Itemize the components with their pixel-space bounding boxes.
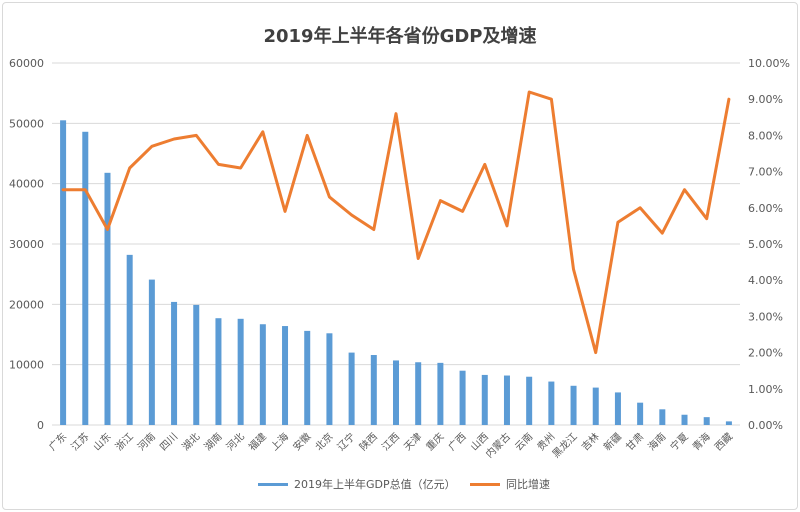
bar [326, 333, 333, 425]
x-category-label: 甘肃 [623, 430, 646, 453]
bar [637, 402, 644, 425]
legend-label-gdp: 2019年上半年GDP总值（亿元） [294, 478, 456, 491]
bar [526, 376, 533, 425]
bar [148, 279, 155, 425]
y-left-tick-label: 40000 [9, 178, 44, 191]
x-category-label: 河南 [135, 430, 158, 453]
bar [548, 381, 555, 425]
x-category-label: 青海 [689, 430, 712, 453]
bar [437, 362, 444, 425]
x-category-label: 西藏 [712, 431, 735, 454]
bar [126, 254, 133, 425]
y-right-tick-label: 8.00% [748, 129, 783, 142]
x-category-label: 广西 [446, 431, 469, 454]
x-category-label: 宁夏 [667, 430, 690, 453]
bar [215, 318, 222, 425]
bar [171, 301, 178, 425]
bar [614, 392, 621, 425]
x-category-label: 北京 [312, 430, 335, 453]
bar [459, 370, 466, 425]
y-right-tick-label: 0.00% [748, 419, 783, 432]
bar [393, 360, 399, 425]
x-category-label: 海南 [645, 430, 668, 453]
x-category-label: 辽宁 [334, 430, 357, 453]
y-right-tick-label: 3.00% [748, 310, 783, 323]
y-right-tick-label: 9.00% [748, 93, 783, 106]
bar [681, 414, 688, 425]
bar [237, 318, 244, 425]
bar [60, 120, 67, 426]
bar [503, 375, 510, 425]
x-category-label: 重庆 [423, 430, 446, 453]
y-right-tick-label: 2.00% [748, 347, 783, 360]
x-category-label: 内蒙古 [483, 430, 513, 460]
y-right-tick-label: 6.00% [748, 202, 783, 215]
legend-swatch-growth [470, 482, 500, 486]
x-category-label: 江苏 [68, 430, 91, 453]
legend-label-growth: 同比增速 [506, 478, 550, 491]
y-left-tick-label: 30000 [9, 238, 44, 251]
x-category-label: 黑龙江 [549, 430, 579, 460]
bar [282, 326, 289, 425]
x-category-label: 四川 [158, 431, 180, 453]
x-category-label: 天津 [402, 431, 425, 454]
bar [725, 421, 732, 425]
bar [481, 374, 488, 425]
x-category-label: 吉林 [579, 430, 602, 453]
y-right-tick-label: 10.00% [748, 57, 790, 70]
growth-line [61, 90, 731, 355]
bar [415, 362, 422, 425]
x-category-label: 福建 [246, 430, 269, 453]
x-category-label: 陕西 [357, 430, 380, 453]
y-right-tick-label: 7.00% [748, 166, 783, 179]
y-left-tick-label: 50000 [9, 117, 44, 130]
y-left-tick-label: 10000 [9, 359, 44, 372]
bar [592, 387, 599, 425]
x-category-label: 安徽 [290, 430, 313, 453]
bar [348, 352, 355, 425]
legend-swatch-gdp [258, 482, 288, 486]
chart-title: 2019年上半年各省份GDP及增速 [263, 26, 537, 47]
x-category-label: 云南 [512, 430, 535, 453]
bar [82, 131, 89, 425]
x-category-label: 湖北 [180, 431, 203, 454]
bar [570, 385, 577, 425]
legend-item-growth: 同比增速 [470, 476, 550, 492]
bar [193, 304, 200, 425]
x-category-label: 山东 [90, 430, 113, 453]
y-right-tick-label: 1.00% [748, 383, 783, 396]
x-category-label: 江西 [379, 431, 402, 454]
x-category-label: 河北 [224, 431, 247, 454]
bar [259, 324, 266, 425]
chart-legend: 2019年上半年GDP总值（亿元） 同比增速 [0, 476, 800, 494]
bar [370, 355, 377, 425]
x-category-label: 新疆 [601, 430, 624, 453]
bar [304, 330, 311, 425]
legend-item-gdp: 2019年上半年GDP总值（亿元） [258, 476, 456, 492]
bar [104, 172, 111, 425]
y-right-tick-label: 4.00% [748, 274, 783, 287]
y-left-tick-label: 60000 [9, 57, 44, 70]
bar [659, 409, 666, 425]
y-left-tick-label: 20000 [9, 298, 44, 311]
y-left-tick-label: 0 [37, 419, 44, 432]
x-category-label: 上海 [268, 430, 291, 453]
x-category-label: 湖南 [201, 430, 224, 453]
y-right-tick-label: 5.00% [748, 238, 783, 251]
x-category-label: 广东 [46, 430, 69, 453]
x-category-label: 浙江 [113, 431, 136, 454]
bar [703, 417, 710, 425]
